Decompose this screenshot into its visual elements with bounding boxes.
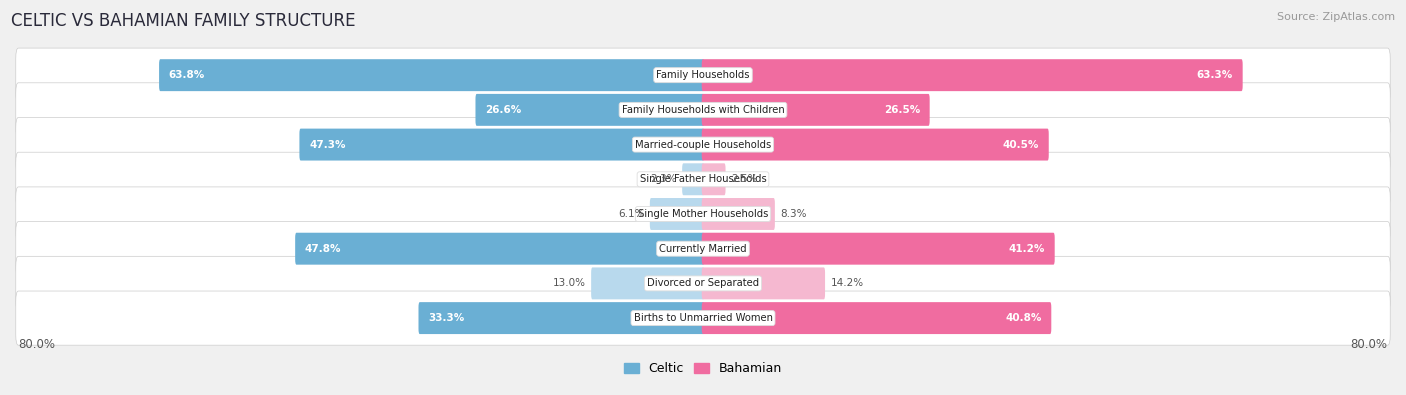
Text: 63.3%: 63.3% xyxy=(1197,70,1233,80)
Text: 47.3%: 47.3% xyxy=(309,139,346,150)
FancyBboxPatch shape xyxy=(15,222,1391,276)
FancyBboxPatch shape xyxy=(650,198,704,230)
Text: Single Mother Households: Single Mother Households xyxy=(638,209,768,219)
FancyBboxPatch shape xyxy=(682,163,704,195)
FancyBboxPatch shape xyxy=(15,48,1391,102)
Text: 2.3%: 2.3% xyxy=(650,174,676,184)
FancyBboxPatch shape xyxy=(15,83,1391,137)
Text: Source: ZipAtlas.com: Source: ZipAtlas.com xyxy=(1277,12,1395,22)
Text: Single Father Households: Single Father Households xyxy=(640,174,766,184)
FancyBboxPatch shape xyxy=(702,233,1054,265)
Text: Births to Unmarried Women: Births to Unmarried Women xyxy=(634,313,772,323)
FancyBboxPatch shape xyxy=(299,129,704,160)
FancyBboxPatch shape xyxy=(702,302,1052,334)
Text: 40.8%: 40.8% xyxy=(1005,313,1042,323)
FancyBboxPatch shape xyxy=(702,267,825,299)
Text: 8.3%: 8.3% xyxy=(780,209,807,219)
FancyBboxPatch shape xyxy=(15,291,1391,345)
FancyBboxPatch shape xyxy=(702,94,929,126)
Text: 80.0%: 80.0% xyxy=(18,338,55,351)
Text: 63.8%: 63.8% xyxy=(169,70,205,80)
Text: Married-couple Households: Married-couple Households xyxy=(636,139,770,150)
FancyBboxPatch shape xyxy=(475,94,704,126)
FancyBboxPatch shape xyxy=(15,117,1391,172)
Text: 33.3%: 33.3% xyxy=(429,313,464,323)
Text: 80.0%: 80.0% xyxy=(1351,338,1388,351)
Text: 41.2%: 41.2% xyxy=(1008,244,1045,254)
Text: 14.2%: 14.2% xyxy=(831,278,863,288)
Text: Currently Married: Currently Married xyxy=(659,244,747,254)
Text: 26.5%: 26.5% xyxy=(883,105,920,115)
FancyBboxPatch shape xyxy=(15,152,1391,206)
Text: 2.5%: 2.5% xyxy=(731,174,758,184)
Text: Family Households with Children: Family Households with Children xyxy=(621,105,785,115)
Text: CELTIC VS BAHAMIAN FAMILY STRUCTURE: CELTIC VS BAHAMIAN FAMILY STRUCTURE xyxy=(11,12,356,30)
FancyBboxPatch shape xyxy=(702,198,775,230)
Text: Divorced or Separated: Divorced or Separated xyxy=(647,278,759,288)
FancyBboxPatch shape xyxy=(702,163,725,195)
FancyBboxPatch shape xyxy=(15,256,1391,310)
Legend: Celtic, Bahamian: Celtic, Bahamian xyxy=(619,357,787,380)
FancyBboxPatch shape xyxy=(419,302,704,334)
Text: 47.8%: 47.8% xyxy=(305,244,342,254)
FancyBboxPatch shape xyxy=(15,187,1391,241)
Text: 26.6%: 26.6% xyxy=(485,105,522,115)
FancyBboxPatch shape xyxy=(702,129,1049,160)
Text: Family Households: Family Households xyxy=(657,70,749,80)
FancyBboxPatch shape xyxy=(702,59,1243,91)
Text: 40.5%: 40.5% xyxy=(1002,139,1039,150)
Text: 13.0%: 13.0% xyxy=(553,278,586,288)
FancyBboxPatch shape xyxy=(591,267,704,299)
Text: 6.1%: 6.1% xyxy=(617,209,644,219)
FancyBboxPatch shape xyxy=(159,59,704,91)
FancyBboxPatch shape xyxy=(295,233,704,265)
